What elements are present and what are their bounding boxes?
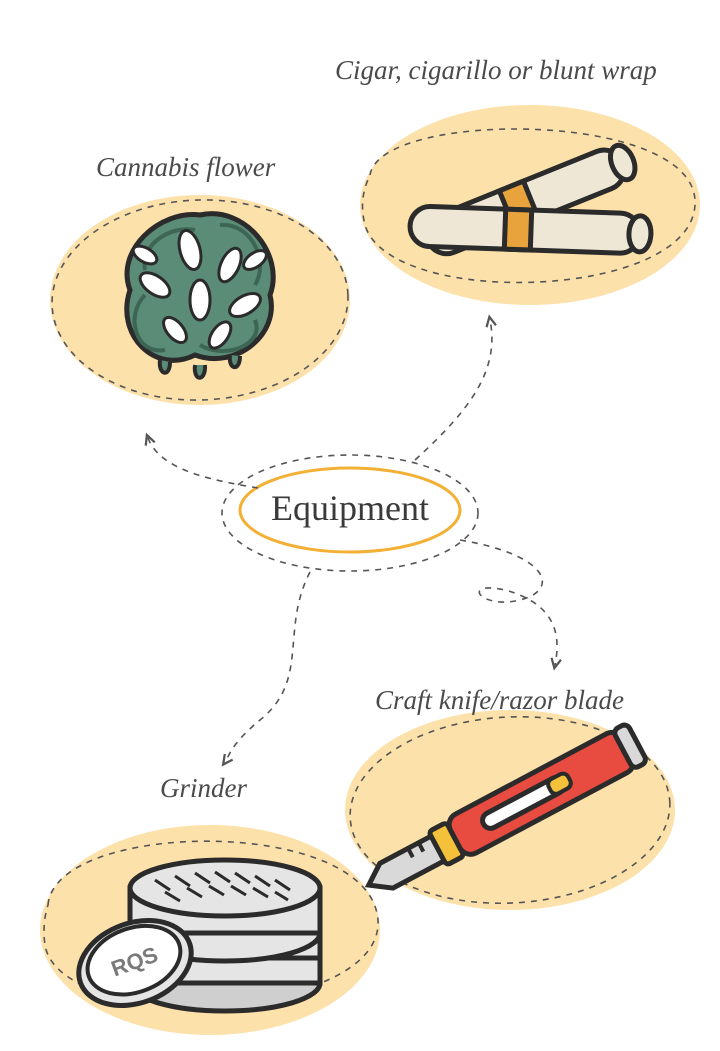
label-center: Equipment (258, 487, 442, 529)
label-cigar: Cigar, cigarillo or blunt wrap (335, 55, 657, 86)
edge-knife (460, 540, 557, 665)
edge-cigar (415, 320, 492, 460)
label-knife: Craft knife/razor blade (375, 685, 624, 716)
node-grinder: RQS (40, 825, 380, 1035)
node-knife (345, 709, 675, 911)
edge-grinder (225, 572, 310, 762)
node-cigar (360, 105, 700, 305)
label-flower: Cannabis flower (96, 152, 275, 183)
node-flower (49, 195, 352, 405)
label-grinder: Grinder (160, 773, 247, 804)
edge-flower (148, 438, 258, 488)
